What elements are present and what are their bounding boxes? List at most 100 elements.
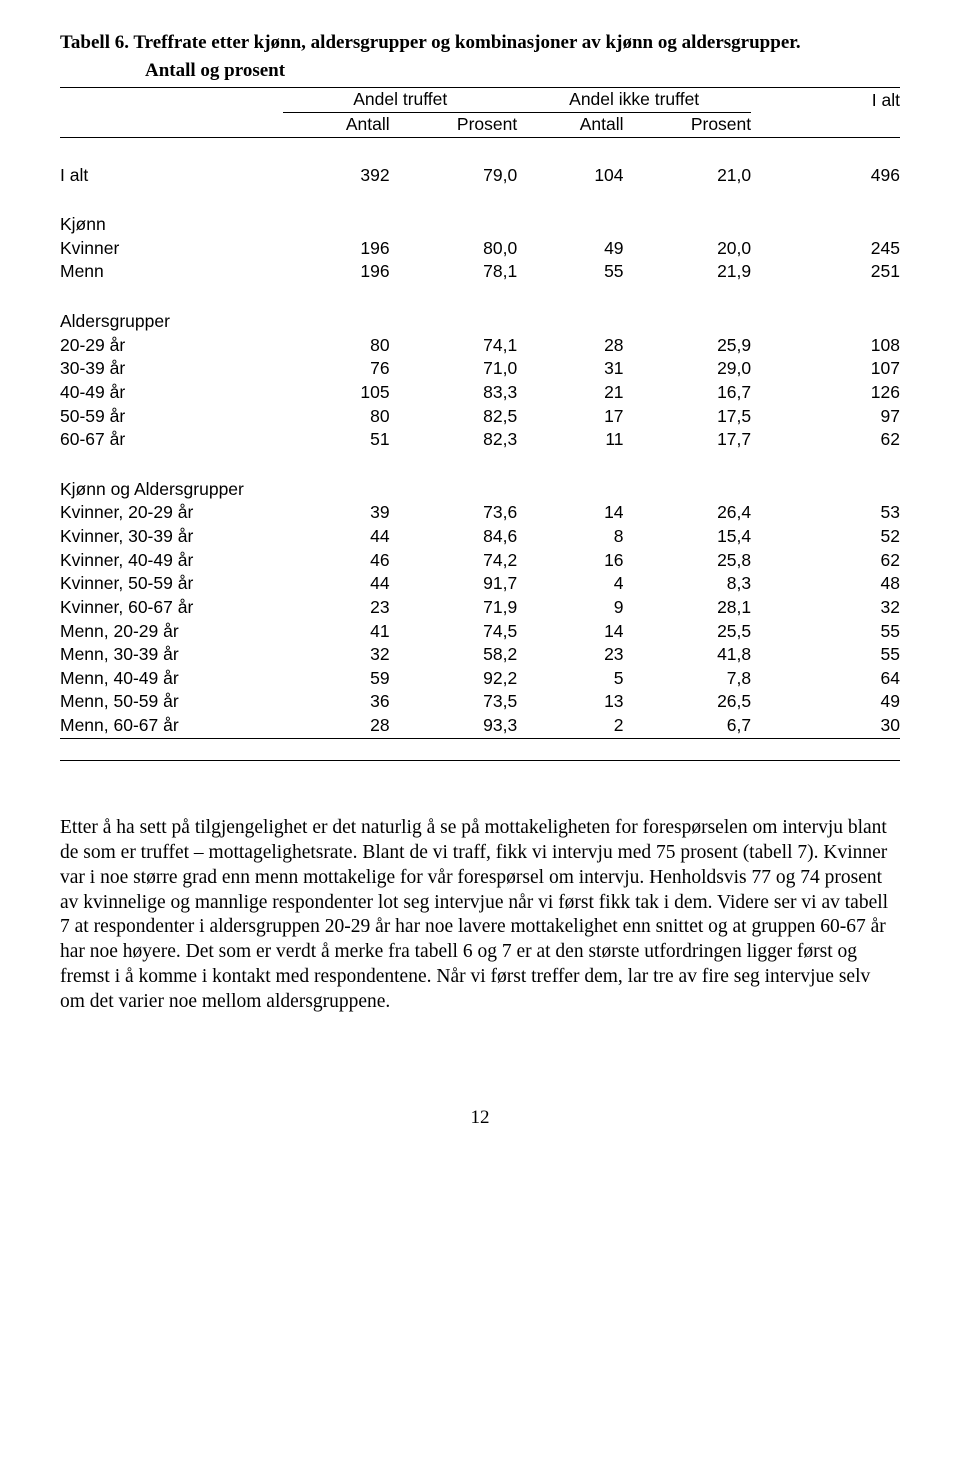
header-antall-2: Antall [517, 112, 623, 137]
cell: 25,5 [624, 620, 752, 644]
cell: 39 [283, 501, 389, 525]
row-label: Kvinner, 40-49 år [60, 549, 283, 573]
cell: 41,8 [624, 643, 752, 667]
cell: 78,1 [390, 260, 518, 284]
cell: 62 [751, 549, 900, 573]
header-empty [60, 88, 283, 113]
cell: 64 [751, 667, 900, 691]
cell: 91,7 [390, 572, 518, 596]
row-label: 60-67 år [60, 428, 283, 452]
body-paragraph: Etter å ha sett på tilgjengelighet er de… [60, 816, 900, 1016]
header-prosent-2: Prosent [624, 112, 752, 137]
row-label: 50-59 år [60, 405, 283, 429]
table-row: Menn, 60-67 år 28 93,3 2 6,7 30 [60, 714, 900, 738]
cell: 11 [517, 428, 623, 452]
cell: 23 [517, 643, 623, 667]
cell: 92,2 [390, 667, 518, 691]
table-row: I alt 392 79,0 104 21,0 496 [60, 164, 900, 188]
cell: 79,0 [390, 164, 518, 188]
cell: 6,7 [624, 714, 752, 738]
spacer [60, 452, 900, 478]
row-label: Menn, 20-29 år [60, 620, 283, 644]
cell: 59 [283, 667, 389, 691]
cell: 21,0 [624, 164, 752, 188]
row-label: Kvinner, 50-59 år [60, 572, 283, 596]
cell: 196 [283, 260, 389, 284]
cell: 80,0 [390, 237, 518, 261]
cell: 83,3 [390, 381, 518, 405]
page-number: 12 [60, 1105, 900, 1131]
spacer [60, 738, 900, 759]
cell: 49 [751, 690, 900, 714]
cell: 21 [517, 381, 623, 405]
table-caption-line2: Antall og prosent [145, 58, 900, 84]
cell: 25,9 [624, 334, 752, 358]
header-row-2: Antall Prosent Antall Prosent [60, 112, 900, 137]
cell: 44 [283, 525, 389, 549]
section-label: Kjønn [60, 213, 900, 237]
cell: 55 [751, 643, 900, 667]
table-row: 40-49 år10583,32116,7126 [60, 381, 900, 405]
cell: 74,1 [390, 334, 518, 358]
cell: 73,6 [390, 501, 518, 525]
header-group-truffet: Andel truffet [283, 88, 517, 113]
table-row: Kvinner, 60-67 år2371,9928,132 [60, 596, 900, 620]
cell: 25,8 [624, 549, 752, 573]
table-row: Menn, 40-49 år5992,257,864 [60, 667, 900, 691]
row-label: Menn [60, 260, 283, 284]
cell: 29,0 [624, 357, 752, 381]
section-combo: Kjønn og Aldersgrupper [60, 478, 900, 502]
table-row: 60-67 år5182,31117,762 [60, 428, 900, 452]
cell: 251 [751, 260, 900, 284]
cell: 108 [751, 334, 900, 358]
cell: 80 [283, 334, 389, 358]
cell: 104 [517, 164, 623, 188]
cell: 30 [751, 714, 900, 738]
row-label: 20-29 år [60, 334, 283, 358]
data-table: Andel truffet Andel ikke truffet I alt A… [60, 87, 900, 760]
row-label: Kvinner, 30-39 år [60, 525, 283, 549]
header-row-1: Andel truffet Andel ikke truffet I alt [60, 88, 900, 113]
cell: 20,0 [624, 237, 752, 261]
row-label: 30-39 år [60, 357, 283, 381]
cell: 8 [517, 525, 623, 549]
cell: 76 [283, 357, 389, 381]
cell: 53 [751, 501, 900, 525]
row-label: I alt [60, 164, 283, 188]
cell: 107 [751, 357, 900, 381]
cell: 32 [751, 596, 900, 620]
cell: 74,2 [390, 549, 518, 573]
cell: 14 [517, 501, 623, 525]
cell: 16,7 [624, 381, 752, 405]
table-row: Menn, 30-39 år3258,22341,855 [60, 643, 900, 667]
table-row: Kvinner 19680,04920,0245 [60, 237, 900, 261]
cell: 28 [283, 714, 389, 738]
row-label: 40-49 år [60, 381, 283, 405]
cell: 31 [517, 357, 623, 381]
cell: 16 [517, 549, 623, 573]
cell: 73,5 [390, 690, 518, 714]
header-ialt-empty [751, 112, 900, 137]
cell: 17 [517, 405, 623, 429]
spacer [60, 284, 900, 310]
cell: 5 [517, 667, 623, 691]
table-caption-line1: Tabell 6. Treffrate etter kjønn, aldersg… [60, 30, 900, 56]
cell: 2 [517, 714, 623, 738]
table-row: 20-29 år8074,12825,9108 [60, 334, 900, 358]
section-alders: Aldersgrupper [60, 310, 900, 334]
header-ialt: I alt [751, 88, 900, 113]
spacer [60, 137, 900, 164]
cell: 23 [283, 596, 389, 620]
cell: 84,6 [390, 525, 518, 549]
cell: 74,5 [390, 620, 518, 644]
document-page: Tabell 6. Treffrate etter kjønn, aldersg… [0, 0, 960, 1171]
table-row: 50-59 år8082,51717,597 [60, 405, 900, 429]
cell: 245 [751, 237, 900, 261]
cell: 41 [283, 620, 389, 644]
cell: 55 [517, 260, 623, 284]
cell: 7,8 [624, 667, 752, 691]
bottom-rule [60, 759, 900, 761]
row-label: Menn, 30-39 år [60, 643, 283, 667]
row-label: Kvinner, 20-29 år [60, 501, 283, 525]
table-row: Kvinner, 20-29 år3973,61426,453 [60, 501, 900, 525]
